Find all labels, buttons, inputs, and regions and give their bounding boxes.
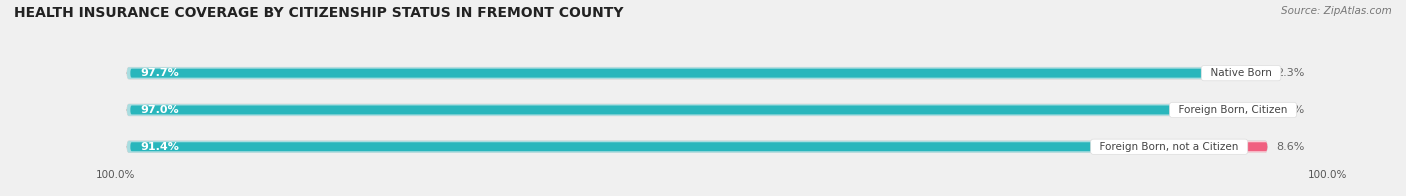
Text: 91.4%: 91.4% [141,142,180,152]
FancyBboxPatch shape [1241,69,1267,78]
Text: 2.3%: 2.3% [1277,68,1305,78]
FancyBboxPatch shape [131,105,1233,114]
FancyBboxPatch shape [131,69,1241,78]
Text: 8.6%: 8.6% [1277,142,1305,152]
FancyBboxPatch shape [127,141,1170,153]
FancyBboxPatch shape [127,67,1267,79]
FancyBboxPatch shape [1241,67,1267,79]
Text: Foreign Born, Citizen: Foreign Born, Citizen [1173,105,1294,115]
FancyBboxPatch shape [1170,141,1267,153]
Text: Foreign Born, not a Citizen: Foreign Born, not a Citizen [1094,142,1246,152]
Text: Source: ZipAtlas.com: Source: ZipAtlas.com [1281,6,1392,16]
FancyBboxPatch shape [1234,105,1267,114]
Text: Native Born: Native Born [1204,68,1278,78]
FancyBboxPatch shape [127,104,1267,116]
FancyBboxPatch shape [127,141,1267,153]
Text: 100.0%: 100.0% [96,170,135,180]
Text: 100.0%: 100.0% [1308,170,1347,180]
Text: 97.7%: 97.7% [141,68,180,78]
FancyBboxPatch shape [127,67,1241,79]
Text: 3.0%: 3.0% [1277,105,1305,115]
FancyBboxPatch shape [1170,142,1267,151]
Text: 97.0%: 97.0% [141,105,179,115]
FancyBboxPatch shape [131,142,1170,151]
FancyBboxPatch shape [1233,104,1267,116]
Text: HEALTH INSURANCE COVERAGE BY CITIZENSHIP STATUS IN FREMONT COUNTY: HEALTH INSURANCE COVERAGE BY CITIZENSHIP… [14,6,623,20]
Legend: With Coverage, Without Coverage: With Coverage, Without Coverage [589,192,845,196]
FancyBboxPatch shape [127,104,1233,116]
